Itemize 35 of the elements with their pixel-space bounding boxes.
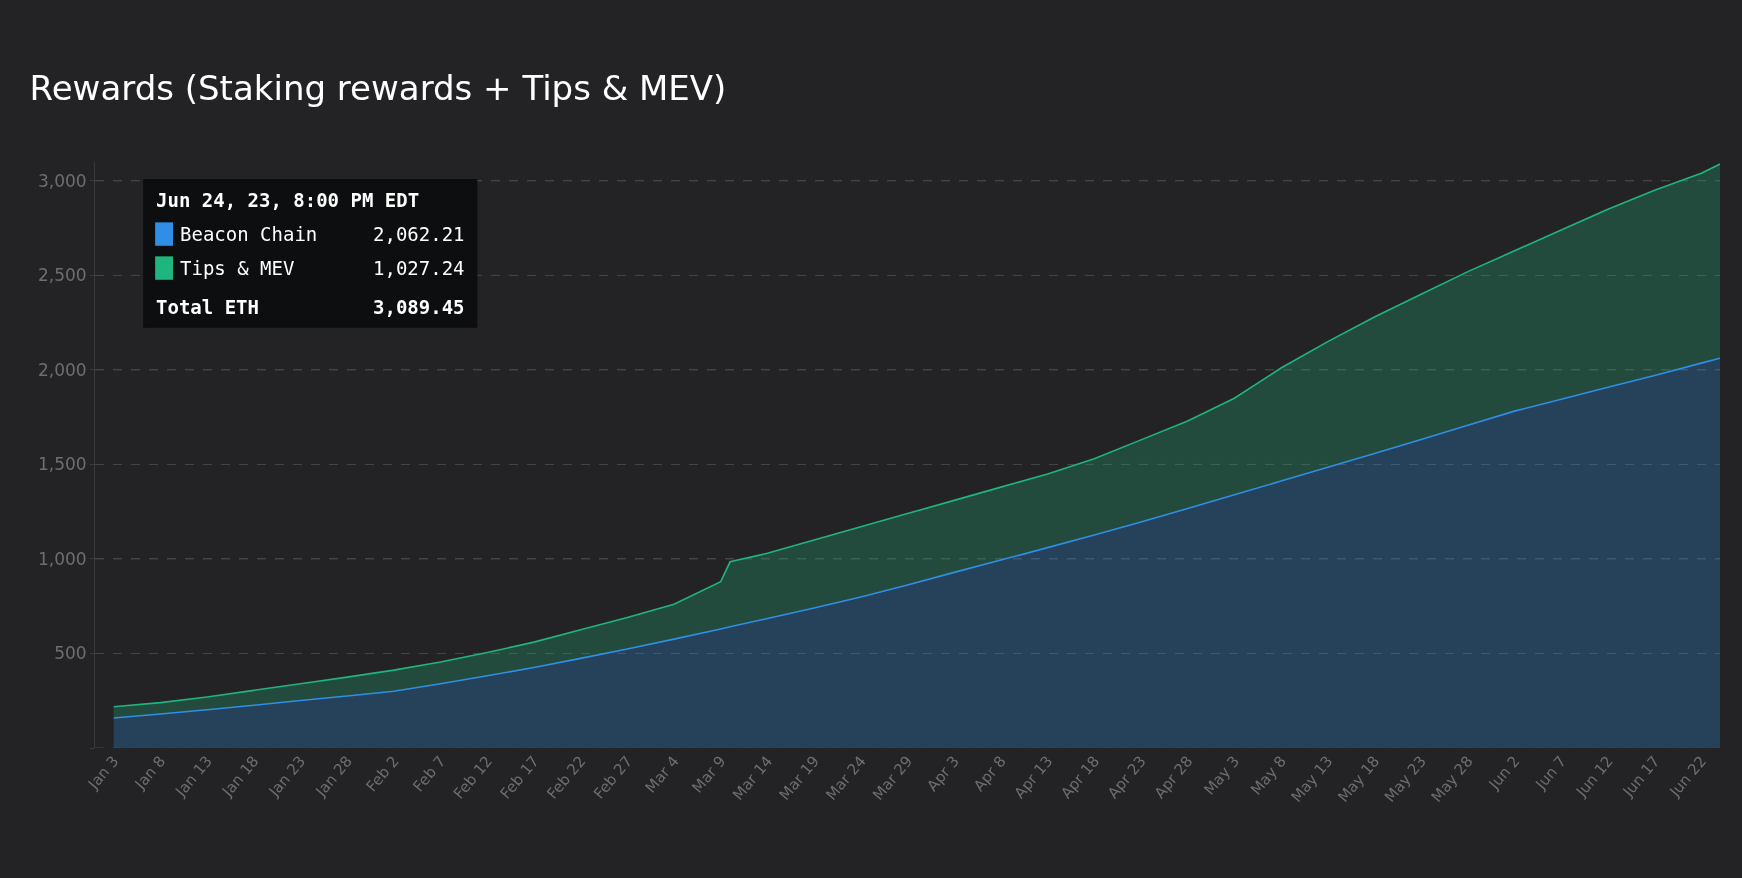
legend-label: Tips & MEV [180, 257, 295, 279]
chart-title: Rewards (Staking rewards + Tips & MEV) [29, 67, 727, 108]
x-tick-label: Jan 3 [83, 752, 123, 794]
y-tick-label: 3,000 [37, 170, 87, 191]
y-tick-label: 2,500 [37, 265, 87, 286]
annotation: 1,027.24 [373, 257, 465, 279]
x-tick-label: Apr 8 [970, 752, 1010, 795]
x-tick-label: Feb 27 [589, 752, 637, 803]
legend-label: Beacon Chain [180, 223, 318, 245]
x-tick-label: Jan 8 [130, 752, 170, 794]
annotation: Jun 24, 23, 8:00 PM EDT [156, 189, 420, 211]
annotation: 3,089.45 [373, 296, 465, 318]
x-tick-label: Feb 7 [409, 752, 450, 796]
x-tick-label: Apr 23 [1103, 752, 1150, 803]
x-tick-label: Jan 18 [217, 752, 263, 801]
annotation: Total ETH [156, 296, 259, 318]
x-tick-label: Jun 2 [1484, 752, 1524, 794]
x-tick-label: Jun 17 [1618, 752, 1664, 801]
x-tick-label: Apr 18 [1057, 752, 1104, 803]
y-tick-label: 500 [54, 643, 87, 664]
x-tick-label: Jan 23 [264, 752, 310, 801]
annotation: 2,062.21 [373, 223, 465, 245]
x-tick-label: Jun 7 [1531, 752, 1571, 794]
y-tick-label: 2,000 [37, 359, 87, 380]
x-tick-label: Feb 12 [449, 752, 497, 803]
x-tick-label: Jan 13 [171, 752, 216, 801]
x-tick-label: Jun 22 [1665, 752, 1711, 801]
y-tick-label: 1,500 [37, 454, 87, 475]
y-tick-label: 1,000 [37, 548, 87, 569]
x-tick-label: Jun 12 [1571, 752, 1617, 801]
x-tick-label: Feb 17 [496, 752, 543, 803]
x-tick-label: Jan 28 [311, 752, 356, 801]
x-tick-label: Feb 2 [362, 752, 403, 796]
x-tick-label: Apr 3 [923, 752, 964, 795]
x-tick-label: Feb 22 [543, 752, 590, 803]
